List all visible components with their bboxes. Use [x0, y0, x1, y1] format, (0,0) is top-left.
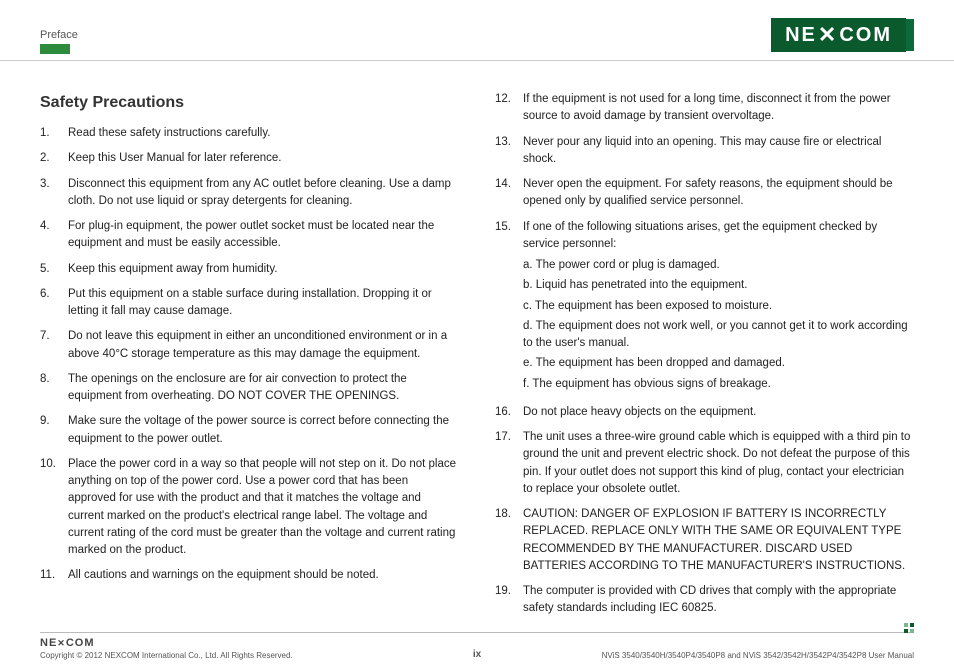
copyright-text: Copyright © 2012 NEXCOM International Co…	[40, 651, 293, 660]
item-text: Never open the equipment. For safety rea…	[523, 176, 914, 211]
item-number: 13.	[495, 134, 523, 169]
item-number: 5.	[40, 261, 68, 278]
logo-text: NE✕COM	[771, 18, 906, 52]
item-text: The openings on the enclosure are for ai…	[68, 371, 459, 406]
main-content: Safety Precautions 1.Read these safety i…	[0, 61, 954, 636]
item-text: Do not place heavy objects on the equipm…	[523, 404, 914, 421]
section-label: Preface	[40, 29, 78, 41]
page-number: ix	[473, 649, 481, 660]
item-text: Do not leave this equipment in either an…	[68, 328, 459, 363]
page-title: Safety Precautions	[40, 91, 459, 115]
safety-list-right: 12.If the equipment is not used for a lo…	[495, 91, 914, 618]
list-item: 13.Never pour any liquid into an opening…	[495, 134, 914, 169]
item-number: 12.	[495, 91, 523, 126]
item-text: Put this equipment on a stable surface d…	[68, 286, 459, 321]
footer-left: NE✕COM Copyright © 2012 NEXCOM Internati…	[40, 637, 293, 660]
item-number: 10.	[40, 456, 68, 560]
item-text: All cautions and warnings on the equipme…	[68, 567, 459, 584]
header-left: Preface	[40, 29, 78, 41]
item-number: 2.	[40, 150, 68, 167]
list-item: 11.All cautions and warnings on the equi…	[40, 567, 459, 584]
item-number: 17.	[495, 429, 523, 498]
sub-item: b. Liquid has penetrated into the equipm…	[523, 277, 914, 294]
list-item: 8.The openings on the enclosure are for …	[40, 371, 459, 406]
item-number: 11.	[40, 567, 68, 584]
item-text: Read these safety instructions carefully…	[68, 125, 459, 142]
item-number: 3.	[40, 176, 68, 211]
item-number: 14.	[495, 176, 523, 211]
footer-decoration	[904, 623, 914, 633]
item-number: 6.	[40, 286, 68, 321]
list-item: 4.For plug-in equipment, the power outle…	[40, 218, 459, 253]
sub-item: d. The equipment does not work well, or …	[523, 318, 914, 353]
item-text: Disconnect this equipment from any AC ou…	[68, 176, 459, 211]
list-item: 15.If one of the following situations ar…	[495, 219, 914, 396]
item-text: If one of the following situations arise…	[523, 219, 914, 396]
item-number: 4.	[40, 218, 68, 253]
brand-logo: NE✕COM	[771, 18, 914, 52]
list-item: 3.Disconnect this equipment from any AC …	[40, 176, 459, 211]
safety-list-left: 1.Read these safety instructions careful…	[40, 125, 459, 585]
list-item: 12.If the equipment is not used for a lo…	[495, 91, 914, 126]
page-header: Preface NE✕COM	[0, 0, 954, 61]
item-number: 18.	[495, 506, 523, 575]
sub-item: a. The power cord or plug is damaged.	[523, 257, 914, 274]
item-text: For plug-in equipment, the power outlet …	[68, 218, 459, 253]
left-column: Safety Precautions 1.Read these safety i…	[40, 91, 459, 626]
list-item: 9.Make sure the voltage of the power sou…	[40, 413, 459, 448]
item-text: The unit uses a three-wire ground cable …	[523, 429, 914, 498]
list-item: 19.The computer is provided with CD driv…	[495, 583, 914, 618]
item-text: Make sure the voltage of the power sourc…	[68, 413, 459, 448]
header-accent-bar	[40, 44, 70, 54]
sub-list: a. The power cord or plug is damaged. b. …	[523, 257, 914, 393]
sub-item: f. The equipment has obvious signs of br…	[523, 376, 914, 393]
list-item: 14.Never open the equipment. For safety …	[495, 176, 914, 211]
right-column: 12.If the equipment is not used for a lo…	[495, 91, 914, 626]
item-number: 9.	[40, 413, 68, 448]
list-item: 6.Put this equipment on a stable surface…	[40, 286, 459, 321]
list-item: 7.Do not leave this equipment in either …	[40, 328, 459, 363]
item-text: Never pour any liquid into an opening. T…	[523, 134, 914, 169]
item-number: 7.	[40, 328, 68, 363]
item-text: Keep this User Manual for later referenc…	[68, 150, 459, 167]
footer-logo: NE✕COM	[40, 637, 293, 649]
item-text: Place the power cord in a way so that pe…	[68, 456, 459, 560]
list-item: 16.Do not place heavy objects on the equ…	[495, 404, 914, 421]
list-item: 2.Keep this User Manual for later refere…	[40, 150, 459, 167]
page-footer: NE✕COM Copyright © 2012 NEXCOM Internati…	[40, 632, 914, 660]
list-item: 1.Read these safety instructions careful…	[40, 125, 459, 142]
item-text: CAUTION: DANGER OF EXPLOSION IF BATTERY …	[523, 506, 914, 575]
item-number: 16.	[495, 404, 523, 421]
item-number: 8.	[40, 371, 68, 406]
item-text: If the equipment is not used for a long …	[523, 91, 914, 126]
list-item: 18.CAUTION: DANGER OF EXPLOSION IF BATTE…	[495, 506, 914, 575]
list-item: 5.Keep this equipment away from humidity…	[40, 261, 459, 278]
item-number: 19.	[495, 583, 523, 618]
sub-item: c. The equipment has been exposed to moi…	[523, 298, 914, 315]
sub-item: e. The equipment has been dropped and da…	[523, 355, 914, 372]
item-text: The computer is provided with CD drives …	[523, 583, 914, 618]
item-text: Keep this equipment away from humidity.	[68, 261, 459, 278]
list-item: 10.Place the power cord in a way so that…	[40, 456, 459, 560]
item-number: 1.	[40, 125, 68, 142]
item-number: 15.	[495, 219, 523, 396]
manual-title: NViS 3540/3540H/3540P4/3540P8 and NViS 3…	[602, 651, 914, 660]
list-item: 17.The unit uses a three-wire ground cab…	[495, 429, 914, 498]
logo-accent-bar	[906, 19, 914, 51]
